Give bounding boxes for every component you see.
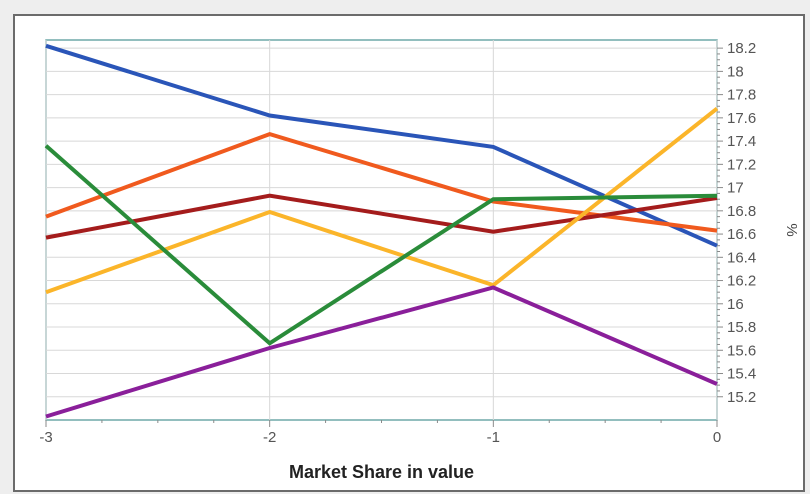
y-tick-label: 17 <box>727 180 744 197</box>
y-tick-label: 16.4 <box>727 249 756 266</box>
y-tick-label: 16.2 <box>727 273 756 290</box>
y-tick-labels: 15.2 15.4 15.6 15.8 16 16.2 16.4 16.6 16.8 17 17.2… <box>727 40 756 406</box>
y-tick-label: 18 <box>727 63 744 80</box>
y-tick-label: 17.4 <box>727 133 756 150</box>
plot-area-border <box>45 39 718 421</box>
chart-title: Market Share in value <box>289 462 474 482</box>
y-tick-label: 16.8 <box>727 203 756 220</box>
y-tick-label: 15.6 <box>727 342 756 359</box>
y-tick-label: 16.6 <box>727 226 756 243</box>
x-tick-label: -1 <box>487 429 500 446</box>
y-tick-label: 16 <box>727 296 744 313</box>
grid-lines <box>45 40 718 420</box>
line-chart: 15.2 15.4 15.6 15.8 16 16.2 16.4 16.6 16.8 17 17.2… <box>39 39 800 482</box>
x-tick-label: 0 <box>713 429 721 446</box>
y-tick-label: 15.2 <box>727 389 756 406</box>
y-tick-label: 17.6 <box>727 110 756 127</box>
y-tick-label: 15.4 <box>727 366 756 383</box>
series-line-6 <box>45 285 718 419</box>
series-line-3 <box>45 193 718 240</box>
x-tick-label: -3 <box>39 429 52 446</box>
y-axis-label: % <box>783 223 800 236</box>
axis-ticks <box>45 47 723 427</box>
series-line-5 <box>44 144 718 346</box>
series-line-2 <box>45 131 718 233</box>
y-tick-label: 17.8 <box>727 87 756 104</box>
chart-panel: 15.2 15.4 15.6 15.8 16 16.2 16.4 16.6 16.8 17 17.2… <box>13 14 805 492</box>
y-tick-label: 15.8 <box>727 319 756 336</box>
x-tick-label: -2 <box>263 429 276 446</box>
x-tick-labels: -3 -2 -1 0 <box>39 429 721 446</box>
y-tick-label: 18.2 <box>727 40 756 57</box>
y-tick-label: 17.2 <box>727 156 756 173</box>
series-lines <box>44 43 719 419</box>
